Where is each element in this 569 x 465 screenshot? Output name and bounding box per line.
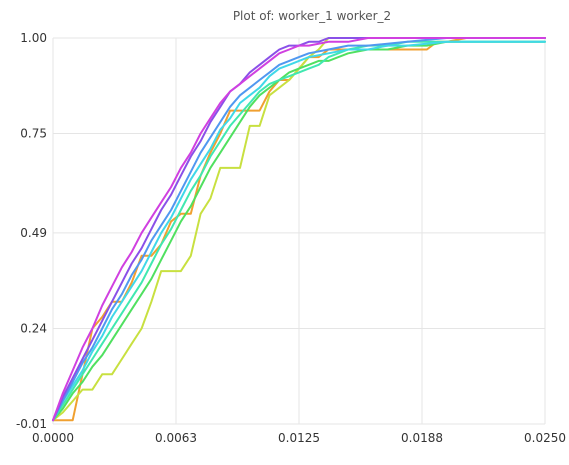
y-tick-label: 0.49 — [20, 226, 47, 240]
series-line-6 — [52, 37, 546, 422]
series-layer — [52, 37, 546, 422]
x-tick-label: 0.0188 — [401, 431, 443, 445]
y-tick-label: 0.75 — [20, 127, 47, 141]
series-line-4 — [52, 40, 546, 422]
series-line-7 — [52, 37, 546, 422]
tick-layer: 0.0000 0.0063 0.0125 0.0188 0.0250 -0.01 0.24 0… — [16, 31, 566, 445]
series-line-5 — [52, 40, 546, 422]
chart-title: Plot of: worker_1 worker_2 — [233, 9, 391, 23]
series-line-8 — [52, 37, 546, 422]
grid-layer — [52, 37, 546, 425]
y-tick-label: -0.01 — [16, 417, 47, 431]
x-tick-label: 0.0000 — [32, 431, 74, 445]
x-tick-label: 0.0063 — [155, 431, 197, 445]
y-tick-label: 1.00 — [20, 31, 47, 45]
y-tick-label: 0.24 — [20, 321, 47, 335]
x-tick-label: 0.0125 — [278, 431, 320, 445]
x-tick-label: 0.0250 — [524, 431, 566, 445]
